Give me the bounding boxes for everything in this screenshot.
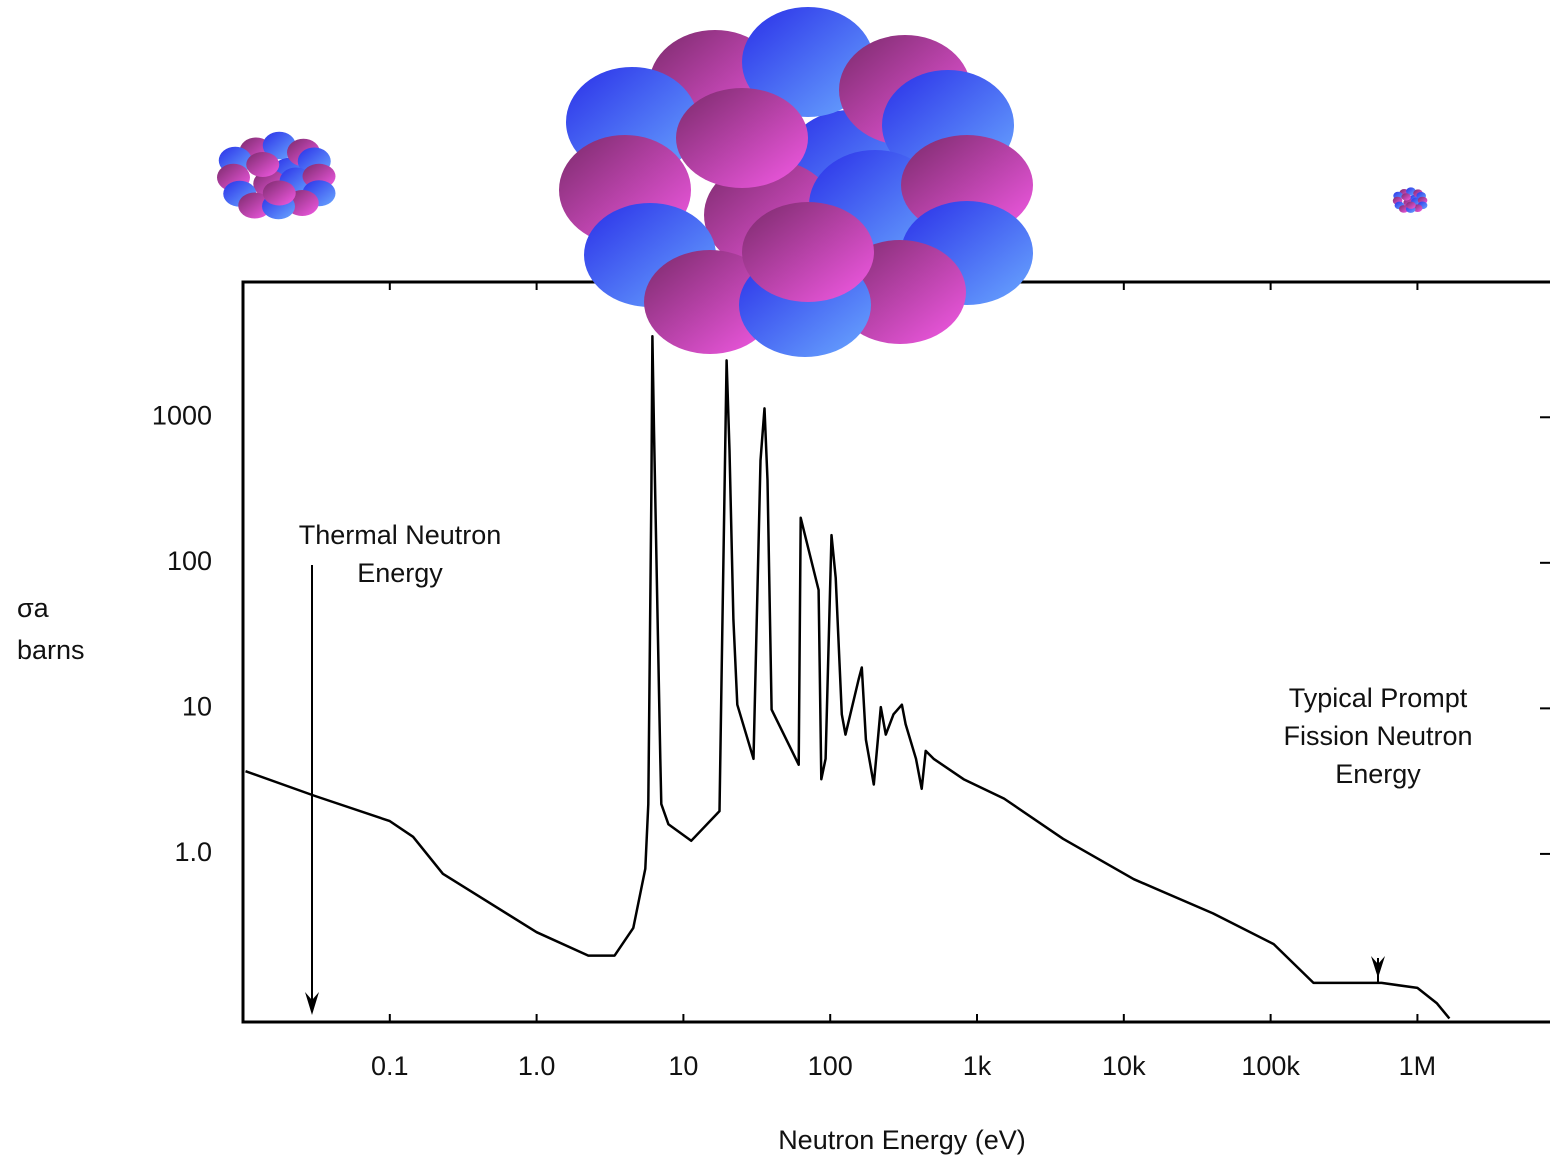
y-axis-label: σa xyxy=(17,593,50,623)
nucleus-tiny xyxy=(1392,187,1428,213)
x-tick-label: 100k xyxy=(1241,1051,1300,1081)
y-axis-unit: barns xyxy=(17,635,85,665)
x-tick-label: 1.0 xyxy=(518,1051,556,1081)
data-line xyxy=(245,335,1451,1020)
arrow-head xyxy=(305,992,319,1015)
annotation-line: Typical Prompt xyxy=(1289,683,1468,713)
annotation-line: Energy xyxy=(357,558,443,588)
x-tick-label: 0.1 xyxy=(371,1051,409,1081)
annotation-line: Energy xyxy=(1335,759,1421,789)
x-tick-label: 1M xyxy=(1399,1051,1437,1081)
arrow-head xyxy=(1371,956,1385,978)
y-tick-label: 1.0 xyxy=(174,837,212,867)
x-tick-label: 100 xyxy=(808,1051,853,1081)
y-tick-label: 1000 xyxy=(152,400,212,430)
annotation-line: Fission Neutron xyxy=(1283,721,1472,751)
x-tick-label: 1k xyxy=(963,1051,992,1081)
y-tick-label: 100 xyxy=(167,546,212,576)
fission-annotation: Typical Prompt Fission Neutron Energy xyxy=(1283,683,1473,984)
annotation-line: Thermal Neutron xyxy=(299,520,502,550)
y-tick-label: 10 xyxy=(182,691,212,721)
x-tick-label: 10k xyxy=(1102,1051,1146,1081)
x-axis-label: Neutron Energy (eV) xyxy=(778,1125,1026,1155)
axes-frame xyxy=(241,280,1550,1024)
x-tick-label: 10 xyxy=(668,1051,698,1081)
plot-area: 0.1 1.0 10 100 1k 10k 100k 1M 1000 100 10 1.0 xyxy=(152,280,1550,1081)
thermal-annotation: Thermal Neutron Energy xyxy=(299,520,502,1015)
nucleus-large xyxy=(559,7,1033,357)
nucleus-small xyxy=(217,131,336,220)
